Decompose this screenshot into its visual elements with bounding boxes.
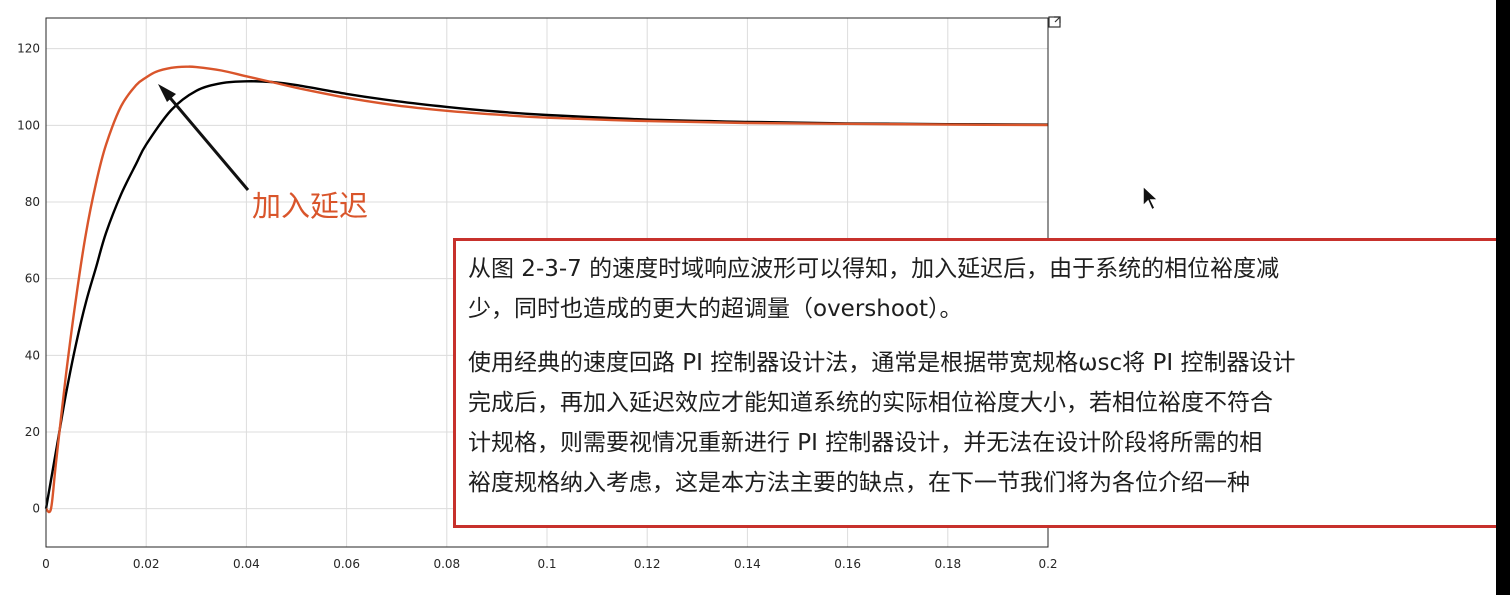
x-tick-label: 0.18 [934, 557, 961, 571]
mouse-cursor-icon [1141, 184, 1161, 216]
x-tick-label: 0.12 [634, 557, 661, 571]
paragraph-1-line-2: 少，同时也造成的更大的超调量（overshoot）。 [468, 289, 1510, 329]
x-tick-label: 0.1 [537, 557, 556, 571]
y-tick-label: 20 [25, 425, 40, 439]
paragraph-1-line-1: 从图 2-3-7 的速度时域响应波形可以得知，加入延迟后，由于系统的相位裕度减 [468, 249, 1510, 289]
y-tick-label: 100 [17, 118, 40, 132]
paragraph-2: 使用经典的速度回路 PI 控制器设计法，通常是根据带宽规格ωsc将 PI 控制器… [456, 343, 1510, 503]
y-tick-label: 120 [17, 42, 40, 56]
y-tick-labels: 0 20 40 60 80 100 120 [17, 42, 40, 516]
x-tick-label: 0 [42, 557, 50, 571]
x-tick-label: 0.02 [133, 557, 160, 571]
x-tick-label: 0.04 [233, 557, 260, 571]
paragraph-1: 从图 2-3-7 的速度时域响应波形可以得知，加入延迟后，由于系统的相位裕度减 … [456, 249, 1510, 329]
x-tick-label: 0.08 [433, 557, 460, 571]
x-tick-labels: 0 0.02 0.04 0.06 0.08 0.1 0.12 0.14 0.16 0.18 0.2 [42, 557, 1057, 571]
screen-edge-bar [1496, 0, 1510, 595]
x-tick-label: 0.06 [333, 557, 360, 571]
x-tick-label: 0.2 [1038, 557, 1057, 571]
y-tick-label: 40 [25, 348, 40, 362]
y-tick-label: 80 [25, 195, 40, 209]
y-tick-label: 60 [25, 272, 40, 286]
expand-axes-icon[interactable] [1048, 14, 1062, 33]
explanation-textbox: 从图 2-3-7 的速度时域响应波形可以得知，加入延迟后，由于系统的相位裕度减 … [453, 238, 1510, 528]
paragraph-2-line-3: 计规格，则需要视情况重新进行 PI 控制器设计，并无法在设计阶段将所需的相 [468, 423, 1510, 463]
delay-annotation-label: 加入延迟 [252, 192, 368, 221]
paragraph-2-line-1: 使用经典的速度回路 PI 控制器设计法，通常是根据带宽规格ωsc将 PI 控制器… [468, 343, 1510, 383]
paragraph-2-line-4: 裕度规格纳入考虑，这是本方法主要的缺点，在下一节我们将为各位介绍一种 [468, 463, 1510, 503]
x-tick-label: 0.16 [834, 557, 861, 571]
x-tick-label: 0.14 [734, 557, 761, 571]
y-tick-label: 0 [32, 502, 40, 516]
paragraph-2-line-2: 完成后，再加入延迟效应才能知道系统的实际相位裕度大小，若相位裕度不符合 [468, 383, 1510, 423]
annotation-arrow [158, 84, 248, 190]
